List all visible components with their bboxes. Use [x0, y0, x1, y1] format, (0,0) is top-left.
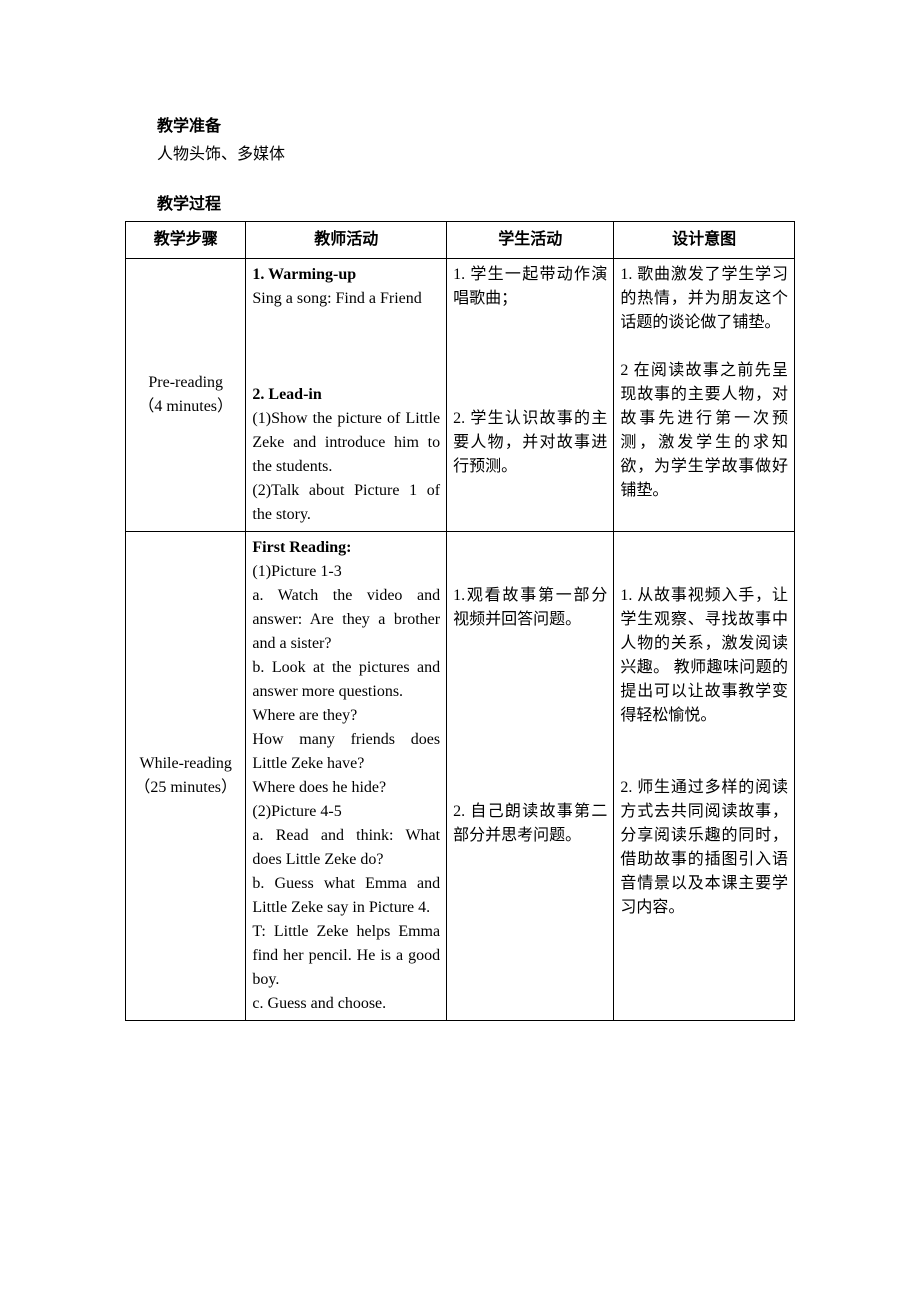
cell-line: 2. 自己朗读故事第二部分并思考问题。 [453, 800, 607, 848]
cell-line: T: Little Zeke helps Emma find her penci… [252, 920, 440, 992]
cell-line: b. Look at the pictures and answer more … [252, 656, 440, 704]
cell-line: c. Guess and choose. [252, 992, 440, 1016]
table-row: Pre-reading（4 minutes）1. Warming-upSing … [126, 259, 795, 532]
cell-line: (2)Talk about Picture 1 of the story. [252, 479, 440, 527]
spacer-line [453, 680, 607, 704]
spacer-line [453, 311, 607, 335]
step-duration: （25 minutes） [132, 776, 239, 800]
lesson-table: 教学步骤 教师活动 学生活动 设计意图 Pre-reading（4 minute… [125, 221, 795, 1021]
spacer-line [453, 359, 607, 383]
step-name: Pre-reading [132, 371, 239, 395]
cell-line: Sing a song: Find a Friend [252, 287, 440, 311]
cell-line: 1.观看故事第一部分视频并回答问题。 [453, 584, 607, 632]
section-title-prep: 教学准备 [125, 115, 795, 139]
spacer-line [453, 335, 607, 359]
cell-line: 2. Lead-in [252, 383, 440, 407]
spacer-line [620, 335, 788, 359]
cell-line: Where are they? [252, 704, 440, 728]
cell-line: 2. 学生认识故事的主要人物，并对故事进行预测。 [453, 407, 607, 479]
spacer-line [252, 311, 440, 335]
cell-student: 1.观看故事第一部分视频并回答问题。 2. 自己朗读故事第二部分并思考问题。 [447, 532, 614, 1021]
cell-line: a. Watch the video and answer: Are they … [252, 584, 440, 656]
cell-line: 1. 学生一起带动作演唱歌曲； [453, 263, 607, 311]
cell-line: (2)Picture 4-5 [252, 800, 440, 824]
cell-step: While-reading（25 minutes） [126, 532, 246, 1021]
cell-line: 1. Warming-up [252, 263, 440, 287]
spacer-line [453, 776, 607, 800]
cell-line: 1. 歌曲激发了学生学习的热情，并为朋友这个话题的谈论做了铺垫。 [620, 263, 788, 335]
spacer-line [620, 752, 788, 776]
spacer-line [620, 728, 788, 752]
cell-line: First Reading: [252, 536, 440, 560]
cell-line: 1. 从故事视频入手，让学生观察、寻找故事中人物的关系，激发阅读兴趣。 教师趣味… [620, 584, 788, 728]
cell-line: b. Guess what Emma and Little Zeke say i… [252, 872, 440, 920]
cell-student: 1. 学生一起带动作演唱歌曲； 2. 学生认识故事的主要人物，并对故事进行预测。 [447, 259, 614, 532]
cell-line: 2 在阅读故事之前先呈现故事的主要人物，对故事先进行第一次预测，激发学生的求知欲… [620, 359, 788, 503]
cell-intent: 1. 从故事视频入手，让学生观察、寻找故事中人物的关系，激发阅读兴趣。 教师趣味… [614, 532, 795, 1021]
cell-line: a. Read and think: What does Little Zeke… [252, 824, 440, 872]
cell-line: (1)Picture 1-3 [252, 560, 440, 584]
cell-intent: 1. 歌曲激发了学生学习的热情，并为朋友这个话题的谈论做了铺垫。 2 在阅读故事… [614, 259, 795, 532]
section-body-prep: 人物头饰、多媒体 [125, 143, 795, 167]
spacer-line [453, 656, 607, 680]
spacer-line [620, 560, 788, 584]
spacer-line [252, 335, 440, 359]
spacer-line [453, 536, 607, 560]
cell-step: Pre-reading（4 minutes） [126, 259, 246, 532]
col-header-intent: 设计意图 [614, 222, 795, 259]
spacer-line [453, 560, 607, 584]
spacer-line [453, 383, 607, 407]
table-row: While-reading（25 minutes）First Reading:(… [126, 532, 795, 1021]
spacer-line [453, 632, 607, 656]
step-name: While-reading [132, 752, 239, 776]
cell-teacher: First Reading:(1)Picture 1-3a. Watch the… [246, 532, 447, 1021]
col-header-step: 教学步骤 [126, 222, 246, 259]
col-header-student: 学生活动 [447, 222, 614, 259]
spacer-line [453, 728, 607, 752]
page-container: 教学准备 人物头饰、多媒体 教学过程 教学步骤 教师活动 学生活动 设计意图 P… [0, 0, 920, 1302]
step-duration: （4 minutes） [132, 395, 239, 419]
spacer-line [620, 536, 788, 560]
spacer-line [453, 752, 607, 776]
cell-line: 2. 师生通过多样的阅读方式去共同阅读故事，分享阅读乐趣的同时，借助故事的插图引… [620, 776, 788, 920]
cell-line: Where does he hide? [252, 776, 440, 800]
cell-line: (1)Show the picture of Little Zeke and i… [252, 407, 440, 479]
spacer-line [252, 359, 440, 383]
table-header-row: 教学步骤 教师活动 学生活动 设计意图 [126, 222, 795, 259]
col-header-teacher: 教师活动 [246, 222, 447, 259]
cell-teacher: 1. Warming-upSing a song: Find a Friend … [246, 259, 447, 532]
section-title-proc: 教学过程 [125, 193, 795, 217]
cell-line: How many friends does Little Zeke have? [252, 728, 440, 776]
spacer-line [453, 704, 607, 728]
